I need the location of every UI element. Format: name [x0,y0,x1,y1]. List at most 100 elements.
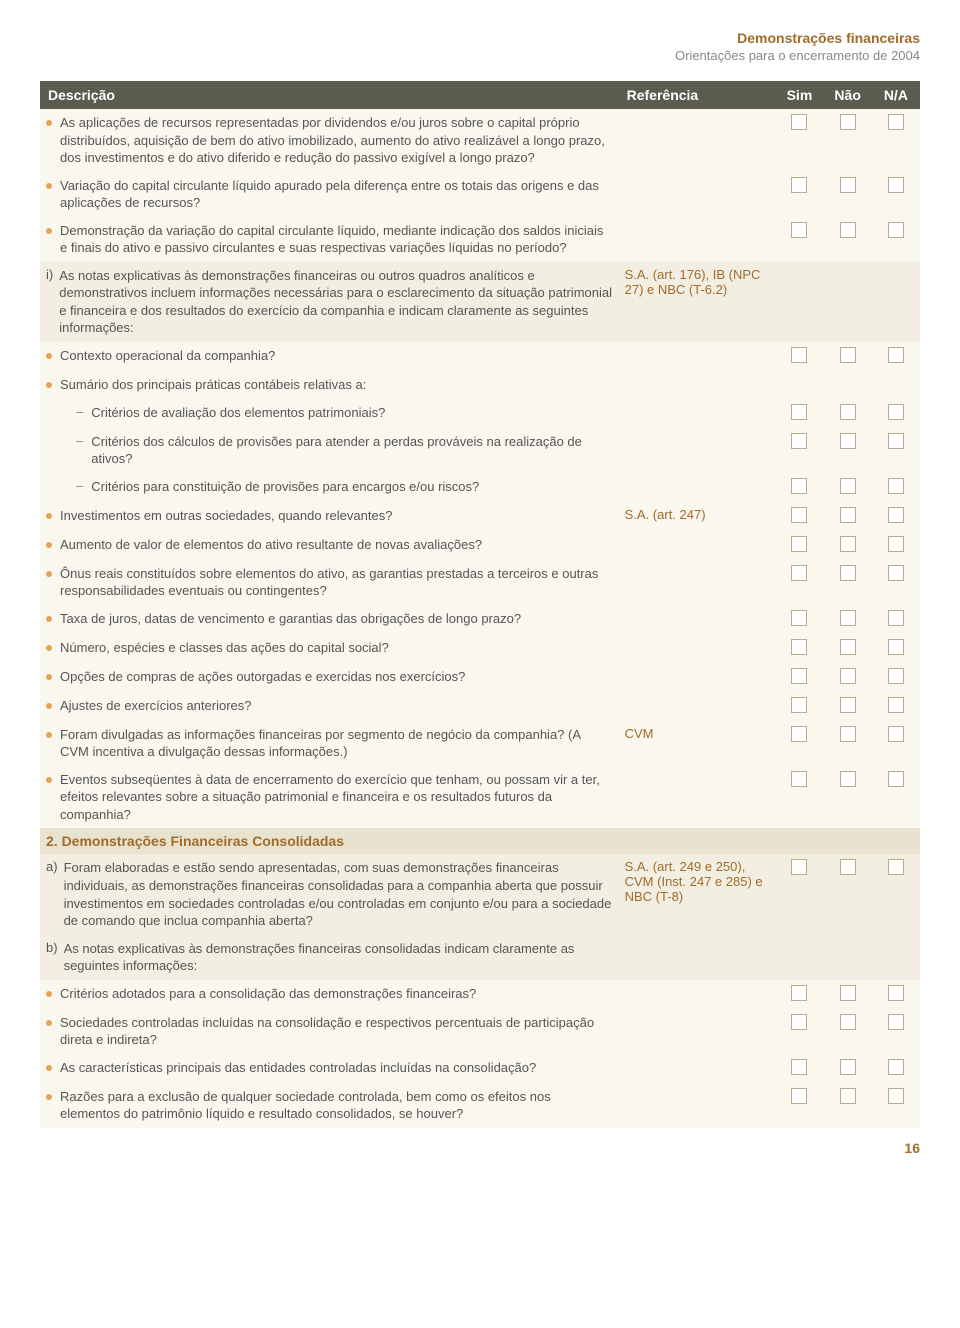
checkbox[interactable] [840,610,856,626]
row-letter: b) [46,940,58,975]
row-text: As notas explicativas às demonstrações f… [59,267,612,337]
checkbox[interactable] [791,347,807,363]
checkbox[interactable] [888,1014,904,1030]
checkbox[interactable] [840,1059,856,1075]
row-reference: S.A. (art. 176), IB (NPC 27) e NBC (T-6.… [625,267,761,297]
table-row: Contexto operacional da companhia? [40,342,920,371]
col-referencia: Referência [619,81,776,109]
checkbox[interactable] [840,639,856,655]
checkbox[interactable] [888,668,904,684]
table-row: As características principais das entida… [40,1054,920,1083]
row-text: Taxa de juros, datas de vencimento e gar… [60,610,521,628]
bullet-icon [46,674,52,680]
checkbox[interactable] [888,478,904,494]
checkbox[interactable] [888,1059,904,1075]
bullet-icon [46,513,52,519]
bullet-icon [46,382,52,388]
checkbox[interactable] [888,507,904,523]
checkbox[interactable] [840,177,856,193]
checkbox[interactable] [840,433,856,449]
checkbox[interactable] [840,222,856,238]
checkbox[interactable] [888,771,904,787]
checkbox[interactable] [888,985,904,1001]
checkbox[interactable] [791,1059,807,1075]
checkbox[interactable] [840,404,856,420]
table-row: Aumento de valor de elementos do ativo r… [40,531,920,560]
checkbox[interactable] [791,1088,807,1104]
bullet-icon [46,616,52,622]
table-row: Ônus reais constituídos sobre elementos … [40,560,920,605]
checkbox[interactable] [888,639,904,655]
checkbox[interactable] [840,114,856,130]
checkbox[interactable] [791,668,807,684]
row-text: Ajustes de exercícios anteriores? [60,697,251,715]
row-text: Sumário dos principais práticas contábei… [60,376,366,394]
table-row: Variação do capital circulante líquido a… [40,172,920,217]
checkbox[interactable] [791,697,807,713]
checkbox[interactable] [888,859,904,875]
bullet-icon [46,571,52,577]
checkbox[interactable] [840,985,856,1001]
checkbox[interactable] [840,347,856,363]
checkbox[interactable] [840,697,856,713]
checkbox[interactable] [840,536,856,552]
checkbox[interactable] [888,347,904,363]
checkbox[interactable] [888,114,904,130]
checkbox[interactable] [791,177,807,193]
checkbox[interactable] [791,404,807,420]
checkbox[interactable] [888,404,904,420]
table-row: Critérios dos cálculos de provisões para… [40,428,920,473]
checkbox[interactable] [791,610,807,626]
checkbox[interactable] [791,507,807,523]
checkbox[interactable] [791,222,807,238]
checkbox[interactable] [840,859,856,875]
section-2-title: 2. Demonstrações Financeiras Consolidada… [40,828,920,854]
checkbox[interactable] [840,726,856,742]
table-row: Sumário dos principais práticas contábei… [40,371,920,399]
checkbox[interactable] [791,433,807,449]
checkbox[interactable] [888,565,904,581]
checkbox[interactable] [791,771,807,787]
checkbox[interactable] [791,859,807,875]
bullet-icon [46,1065,52,1071]
checkbox[interactable] [840,1088,856,1104]
checkbox[interactable] [791,639,807,655]
section-2-header: 2. Demonstrações Financeiras Consolidada… [40,828,920,854]
row-text: As características principais das entida… [60,1059,536,1077]
checkbox[interactable] [840,565,856,581]
table-row: i)As notas explicativas às demonstrações… [40,262,920,342]
table-row: Eventos subseqüentes à data de encerrame… [40,766,920,829]
checkbox[interactable] [791,536,807,552]
checkbox[interactable] [888,222,904,238]
checkbox[interactable] [791,985,807,1001]
row-text: Contexto operacional da companhia? [60,347,275,365]
bullet-icon [46,703,52,709]
checkbox[interactable] [840,668,856,684]
row-text: Demonstração da variação do capital circ… [60,222,613,257]
checkbox[interactable] [791,478,807,494]
bullet-icon [46,228,52,234]
checkbox[interactable] [791,565,807,581]
checkbox[interactable] [888,1088,904,1104]
table-row: Investimentos em outras sociedades, quan… [40,502,920,531]
checkbox[interactable] [791,1014,807,1030]
row-text: Opções de compras de ações outorgadas e … [60,668,465,686]
bullet-icon [46,1020,52,1026]
checkbox[interactable] [840,507,856,523]
bullet-icon [46,732,52,738]
checkbox[interactable] [888,697,904,713]
checkbox[interactable] [888,177,904,193]
doc-header: Demonstrações financeiras Orientações pa… [40,30,920,63]
checkbox[interactable] [840,771,856,787]
checkbox[interactable] [840,1014,856,1030]
checkbox[interactable] [791,726,807,742]
checkbox[interactable] [888,726,904,742]
checkbox[interactable] [888,433,904,449]
page: Demonstrações financeiras Orientações pa… [0,0,960,1176]
checkbox[interactable] [888,536,904,552]
checkbox[interactable] [791,114,807,130]
checkbox[interactable] [840,478,856,494]
checkbox[interactable] [888,610,904,626]
row-reference: CVM [625,726,654,741]
row-text: As notas explicativas às demonstrações f… [64,940,613,975]
